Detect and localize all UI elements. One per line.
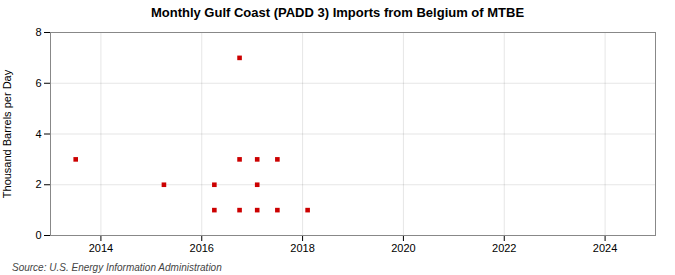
svg-text:2: 2: [35, 178, 41, 190]
svg-text:2022: 2022: [492, 242, 516, 254]
svg-text:2020: 2020: [391, 242, 415, 254]
svg-text:6: 6: [35, 77, 41, 89]
html-text:Source: U.S. Energy Informatio: Source: U.S. Energy Information Administ…: [12, 262, 222, 273]
svg-text:Thousand Barrels per Day: Thousand Barrels per Day: [1, 69, 13, 198]
svg-text:8: 8: [35, 26, 41, 38]
svg-text:2024: 2024: [593, 242, 617, 254]
svg-text:2014: 2014: [89, 242, 113, 254]
svg-text:0: 0: [35, 229, 41, 241]
svg-text:4: 4: [35, 128, 41, 140]
html-text:Monthly Gulf Coast (PADD 3) Im: Monthly Gulf Coast (PADD 3) Imports from…: [150, 5, 525, 20]
svg-text:2016: 2016: [190, 242, 214, 254]
svg-text:2018: 2018: [290, 242, 314, 254]
